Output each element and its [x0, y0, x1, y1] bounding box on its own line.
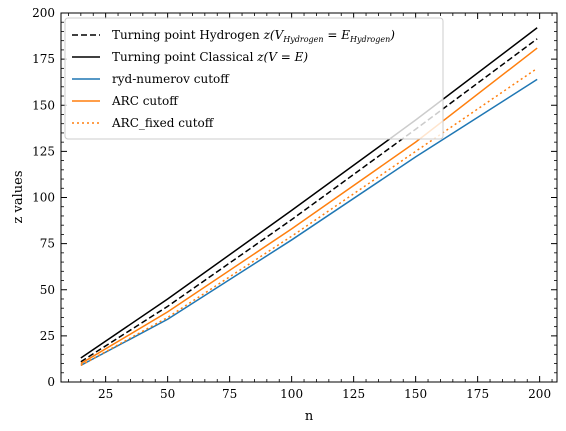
minor-ticks	[61, 13, 557, 382]
y-tick-label: 150	[32, 98, 55, 112]
y-tick-label: 25	[40, 329, 55, 343]
x-tick-label: 125	[342, 387, 365, 401]
y-tick-label: 0	[47, 375, 55, 389]
x-tick-label: 75	[222, 387, 237, 401]
legend-entries: Turning point Hydrogen z(VHydrogen = EHy…	[72, 28, 395, 130]
y-tick-label: 75	[40, 237, 55, 251]
y-axis-label: z values	[11, 171, 26, 224]
y-tick-label: 50	[40, 283, 55, 297]
series-line-3	[80, 78, 538, 367]
x-tick-labels: 25 50 75 100 125 150 175 200	[98, 387, 551, 401]
series-line-1	[80, 38, 538, 363]
legend: Turning point Hydrogen z(VHydrogen = EHy…	[64, 17, 444, 140]
series-line-2	[80, 27, 538, 359]
legend-label-5: ARC_fixed cutoff	[111, 116, 215, 130]
legend-label-2: Turning point Classical z(V = E)	[112, 50, 308, 64]
x-tick-label: 150	[404, 387, 427, 401]
legend-label-1: Turning point Hydrogen z(VHydrogen = EHy…	[112, 28, 395, 44]
x-tick-label: 50	[160, 387, 175, 401]
y-tick-label: 200	[32, 6, 55, 20]
x-axis-label: n	[305, 409, 314, 424]
x-tick-label: 175	[466, 387, 489, 401]
x-tick-label: 100	[280, 387, 303, 401]
x-tick-label: 200	[528, 387, 551, 401]
y-tick-label: 175	[32, 52, 55, 66]
y-tick-label: 100	[32, 191, 55, 205]
legend-label-3: ryd-numerov cutoff	[112, 72, 230, 86]
x-tick-label: 25	[98, 387, 113, 401]
legend-frame	[64, 17, 444, 140]
y-tick-labels: 0 25 50 75 100 125 150 175 200	[32, 6, 55, 389]
series-lines	[80, 27, 538, 367]
series-line-5	[80, 67, 538, 367]
y-tick-label: 125	[32, 144, 55, 158]
legend-label-4: ARC cutoff	[111, 94, 179, 108]
series-line-4	[80, 47, 538, 365]
